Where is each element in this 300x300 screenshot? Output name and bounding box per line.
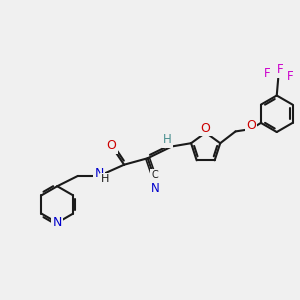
Text: H: H — [163, 134, 172, 146]
Text: O: O — [246, 119, 256, 132]
Text: F: F — [287, 70, 294, 83]
Text: F: F — [264, 67, 270, 80]
Text: H: H — [101, 174, 110, 184]
Text: C: C — [151, 170, 158, 180]
Text: N: N — [52, 216, 62, 229]
Text: O: O — [201, 122, 211, 135]
Text: F: F — [276, 63, 283, 76]
Text: N: N — [94, 167, 104, 180]
Text: N: N — [151, 182, 159, 195]
Text: O: O — [106, 140, 116, 152]
